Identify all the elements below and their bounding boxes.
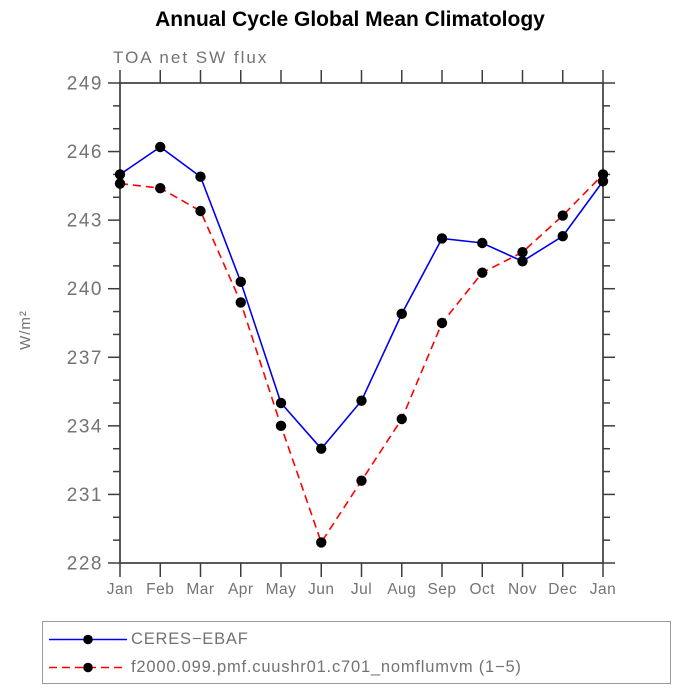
x-tick-label: Sep (427, 581, 456, 598)
x-tick-label: Apr (228, 581, 254, 598)
data-point (477, 237, 488, 249)
chart-title: Annual Cycle Global Mean Climatology (155, 8, 545, 31)
y-tick-label: 243 (67, 211, 103, 232)
x-tick-label: May (266, 581, 297, 598)
data-point (275, 420, 287, 432)
legend-box: CERES−EBAF f2000.099.pmf.cuushr01.c701_n… (42, 621, 671, 684)
x-tick-label: Dec (548, 581, 577, 598)
data-point (597, 169, 609, 180)
x-tick-label: Jul (351, 581, 372, 598)
y-tick-label: 240 (67, 279, 103, 300)
data-point (235, 276, 246, 288)
series-line-1 (119, 173, 604, 545)
y-axis-label: W/m² (17, 310, 34, 350)
legend-item-f2000-run: f2000.099.pmf.cuushr01.c701_nomflumvm (1… (46, 653, 670, 681)
legend-dashed-line-icon (49, 662, 127, 672)
y-tick-label: 237 (67, 348, 103, 369)
data-point (316, 537, 327, 548)
y-tick-label: 249 (67, 74, 103, 95)
x-tick-label: Oct (469, 581, 495, 598)
data-point (517, 246, 528, 258)
x-tick-label: Nov (508, 581, 537, 598)
data-point (557, 230, 568, 242)
plot-subtitle: TOA net SW flux (113, 48, 268, 67)
data-point (195, 171, 206, 182)
data-point (114, 178, 126, 189)
data-point (155, 182, 166, 194)
data-point (436, 233, 448, 244)
legend-label-f2000-run: f2000.099.pmf.cuushr01.c701_nomflumvm (1… (131, 657, 522, 676)
x-tick-label: Mar (186, 581, 214, 598)
y-tick-label: 234 (67, 416, 103, 437)
x-tick-label: Aug (387, 581, 416, 598)
data-point (275, 397, 287, 409)
data-point (477, 267, 488, 278)
y-tick-label: 228 (67, 554, 103, 575)
x-tick-label: Feb (146, 581, 174, 598)
plot-border (119, 82, 604, 564)
data-series (114, 141, 609, 548)
data-point (235, 297, 246, 308)
plot-axes: 228 231 234 237 240 243 246 249 Jan Feb Mar Apr May J… (67, 70, 616, 598)
data-point (195, 205, 206, 217)
data-point (316, 443, 327, 454)
data-point (155, 141, 166, 153)
data-point (356, 395, 367, 406)
y-tick-label: 231 (67, 485, 103, 506)
data-point (396, 413, 407, 425)
legend-label-ceres-ebaf: CERES−EBAF (131, 629, 249, 648)
data-point (436, 317, 448, 329)
x-tick-label: Jun (308, 581, 335, 598)
data-point (356, 475, 367, 486)
data-point (517, 256, 528, 267)
y-tick-label: 246 (67, 142, 103, 163)
data-point (557, 210, 568, 221)
data-point (396, 308, 407, 320)
legend-solid-line-icon (49, 634, 127, 644)
legend-item-ceres-ebaf: CERES−EBAF (46, 625, 670, 653)
x-tick-label: Jan (107, 581, 134, 598)
data-point (114, 169, 126, 180)
x-tick-label: Jan (590, 581, 617, 598)
